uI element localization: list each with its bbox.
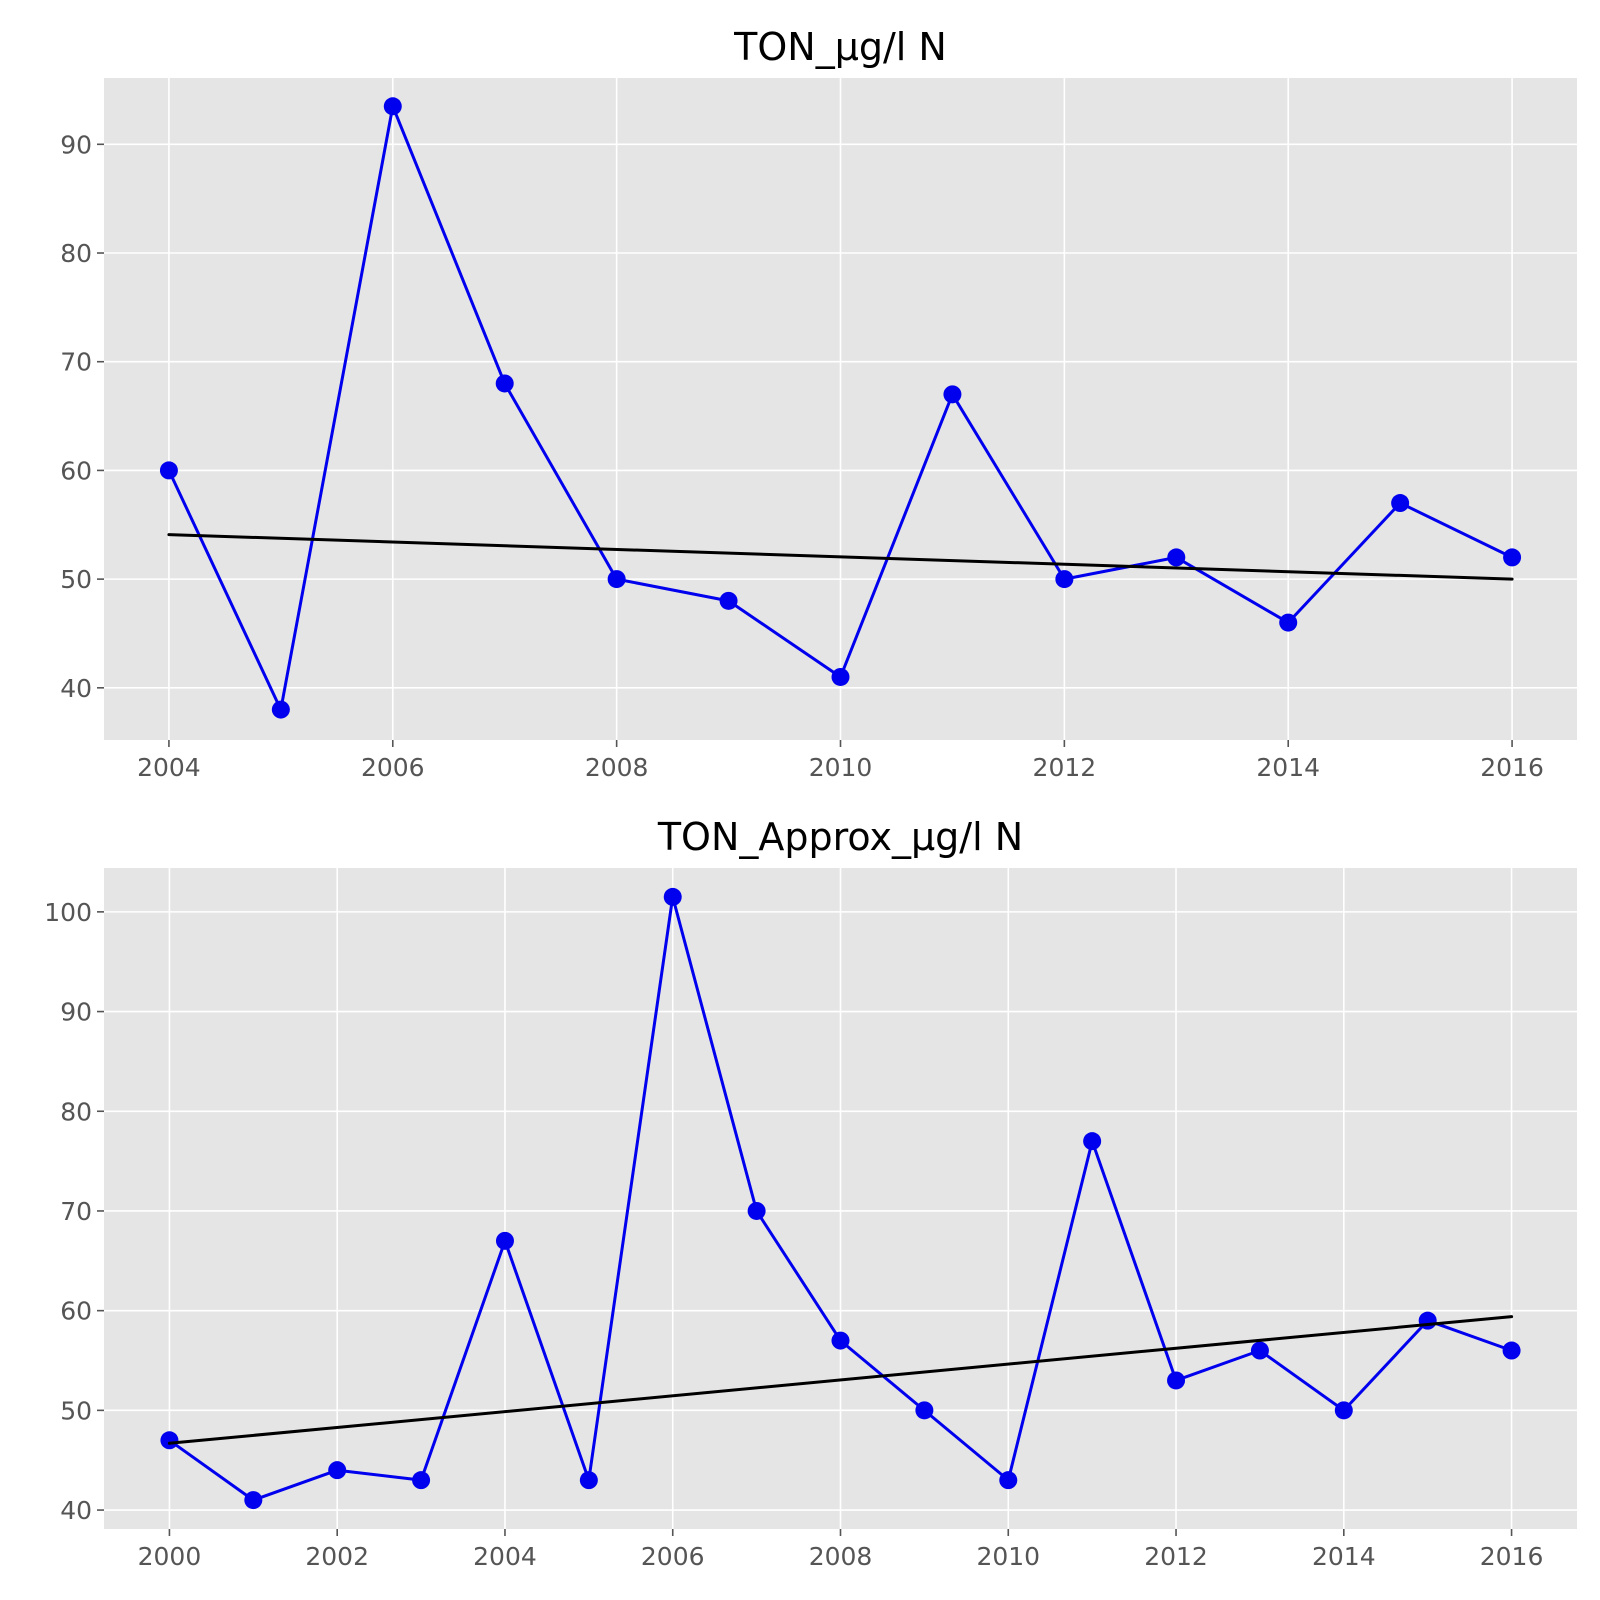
data-point	[159, 461, 178, 480]
data-point	[1167, 548, 1186, 567]
chart-title: TON_μg/l N	[733, 25, 947, 69]
data-point	[244, 1491, 263, 1510]
y-tick-label: 70	[60, 348, 92, 377]
data-point	[1334, 1401, 1353, 1420]
x-tick-label: 2002	[305, 1542, 369, 1571]
x-tick-label: 2008	[585, 753, 649, 782]
x-tick-label: 2000	[138, 1542, 202, 1571]
data-point	[663, 887, 682, 906]
y-tick-label: 40	[60, 674, 92, 703]
trend-line	[167, 1315, 1514, 1445]
chart-title: TON_Approx_μg/l N	[657, 815, 1023, 859]
data-point	[831, 667, 850, 686]
y-tick-label: 80	[60, 239, 92, 268]
data-point	[747, 1201, 766, 1220]
data-point	[495, 1231, 514, 1250]
y-tick-label: 50	[60, 565, 92, 594]
x-tick-label: 2016	[1480, 1542, 1544, 1571]
x-tick-label: 2006	[641, 1542, 705, 1571]
data-point	[328, 1461, 347, 1480]
data-point	[999, 1471, 1018, 1490]
data-point	[495, 374, 514, 393]
trend-line	[167, 533, 1514, 581]
y-tick-label: 60	[60, 456, 92, 485]
data-point	[607, 570, 626, 589]
x-tick-label: 2012	[1033, 753, 1097, 782]
data-point	[579, 1471, 598, 1490]
data-point	[719, 591, 738, 610]
chart-panel-2: 2000 2002 2004 2006 2008 2010 2012 2014 2016 40 50…	[44, 815, 1577, 1571]
data-point	[1167, 1371, 1186, 1390]
x-tick-label: 2004	[473, 1542, 537, 1571]
x-tick-label: 2004	[137, 753, 201, 782]
y-tick-label: 90	[60, 998, 92, 1027]
y-tick-label: 40	[60, 1496, 92, 1525]
y-tick-label: 70	[60, 1197, 92, 1226]
data-point	[915, 1401, 934, 1420]
y-tick-label: 100	[44, 898, 92, 927]
data-point	[1391, 494, 1410, 513]
x-tick-label: 2014	[1312, 1542, 1376, 1571]
y-tick-label: 90	[60, 130, 92, 159]
data-point	[1250, 1341, 1269, 1360]
data-point	[1055, 570, 1074, 589]
y-tick-label: 60	[60, 1297, 92, 1326]
data-point	[943, 385, 962, 404]
x-tick-label: 2016	[1480, 753, 1544, 782]
data-point	[1503, 548, 1522, 567]
data-point	[1418, 1311, 1437, 1330]
y-tick-label: 80	[60, 1097, 92, 1126]
x-tick-label: 2006	[361, 753, 425, 782]
data-point	[412, 1471, 431, 1490]
y-tick-label: 50	[60, 1396, 92, 1425]
data-point	[831, 1331, 850, 1350]
x-tick-label: 2012	[1144, 1542, 1208, 1571]
x-tick-label: 2010	[809, 753, 873, 782]
x-tick-label: 2008	[809, 1542, 873, 1571]
data-point	[160, 1431, 179, 1450]
data-point	[1502, 1341, 1521, 1360]
data-point	[383, 97, 402, 116]
x-tick-label: 2010	[976, 1542, 1040, 1571]
x-tick-label: 2014	[1256, 753, 1320, 782]
data-point	[1083, 1132, 1102, 1151]
data-point	[271, 700, 290, 719]
data-point	[1279, 613, 1298, 632]
chart-panel-1: 2004 2006 2008 2010 2012 2014 2016 40 50 60 70 80 90…	[60, 25, 1577, 782]
